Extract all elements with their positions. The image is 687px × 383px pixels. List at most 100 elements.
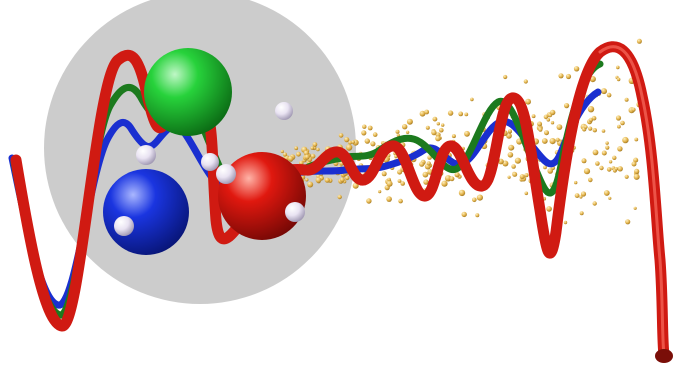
particle	[564, 103, 570, 109]
particle	[397, 169, 403, 175]
particle	[424, 109, 430, 115]
particle	[419, 110, 426, 117]
particle	[588, 117, 594, 123]
particle	[624, 97, 629, 102]
particle	[397, 179, 402, 183]
red-tube	[10, 41, 670, 361]
particle	[541, 138, 548, 144]
blue-sphere	[103, 169, 189, 255]
particle	[633, 157, 639, 163]
particle	[605, 145, 610, 150]
particle	[616, 65, 620, 70]
particle	[612, 155, 617, 160]
small-sphere	[275, 102, 293, 120]
particle	[400, 181, 406, 186]
particle	[352, 182, 359, 189]
particle	[447, 110, 454, 116]
particle	[595, 161, 600, 166]
particle	[338, 133, 344, 138]
particle	[405, 130, 410, 134]
particle	[587, 106, 595, 113]
particle	[436, 122, 440, 126]
particle	[294, 146, 299, 151]
particle	[396, 133, 400, 137]
particle	[307, 181, 314, 188]
particle	[316, 147, 320, 152]
particle	[547, 168, 553, 174]
particle	[622, 136, 629, 144]
particle	[287, 155, 294, 162]
particle	[280, 149, 284, 154]
particle	[617, 166, 623, 172]
particle	[344, 175, 350, 181]
particle	[435, 135, 441, 142]
particle	[580, 191, 587, 197]
tube-end-cap	[655, 349, 673, 363]
particle	[426, 161, 431, 166]
particle	[581, 158, 587, 164]
particle	[458, 111, 464, 117]
particle	[422, 171, 429, 178]
particle	[441, 180, 448, 187]
particle	[531, 114, 536, 119]
particle	[579, 195, 583, 199]
small-sphere	[285, 202, 305, 222]
particle	[402, 124, 408, 130]
particle	[282, 152, 288, 157]
particle	[367, 125, 373, 131]
particle	[339, 177, 345, 183]
particle	[558, 73, 564, 79]
particle	[625, 219, 631, 225]
particle	[565, 73, 572, 80]
particle	[406, 118, 413, 125]
particle	[550, 109, 556, 116]
particle	[549, 138, 556, 145]
particle	[470, 97, 474, 102]
red-tube-highlight	[598, 45, 666, 357]
particle	[617, 146, 623, 152]
particle	[361, 130, 367, 136]
particle	[608, 160, 613, 164]
particle	[634, 168, 640, 174]
particle	[423, 179, 429, 185]
particle	[351, 140, 355, 144]
particle	[337, 194, 342, 200]
particle	[507, 175, 511, 179]
particle	[398, 198, 403, 204]
particle	[633, 173, 640, 180]
particle	[605, 141, 609, 145]
particle	[386, 196, 392, 202]
particle	[419, 161, 425, 167]
particle	[511, 164, 516, 169]
particle	[296, 151, 301, 157]
particle	[538, 127, 543, 132]
particle	[315, 177, 322, 184]
particle	[439, 127, 444, 133]
particle	[364, 138, 370, 144]
particle	[601, 129, 606, 133]
particle	[537, 121, 543, 127]
particle	[544, 130, 549, 136]
particle	[387, 177, 391, 182]
particle	[592, 128, 597, 133]
particle	[588, 177, 593, 183]
particle	[432, 116, 438, 122]
particle	[476, 194, 483, 201]
small-sphere	[216, 164, 236, 184]
particle	[574, 193, 580, 199]
particle	[503, 74, 508, 80]
particle	[616, 77, 621, 82]
particle	[372, 132, 378, 137]
particle	[631, 107, 636, 112]
particle	[310, 146, 315, 150]
particle	[579, 211, 584, 216]
particle	[636, 38, 642, 44]
particle	[525, 98, 531, 105]
particle	[550, 121, 555, 125]
particle	[633, 206, 637, 210]
particle	[475, 213, 480, 218]
particle	[444, 175, 452, 182]
small-sphere	[114, 216, 134, 236]
particle	[449, 176, 455, 182]
particle	[573, 66, 580, 72]
